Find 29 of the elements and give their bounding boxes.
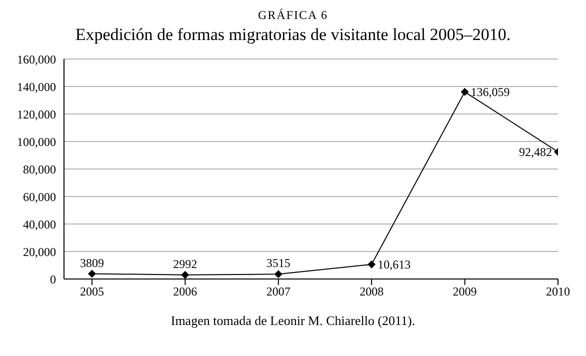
- x-tick-label: 2008: [360, 284, 384, 299]
- y-tick-label: 160,000: [17, 52, 56, 66]
- point: [460, 88, 469, 96]
- y-tick-label: 80,000: [23, 162, 56, 176]
- text: 136,059: [470, 84, 510, 99]
- y-tick-label: 140,000: [17, 80, 56, 94]
- text: 2992: [173, 256, 198, 271]
- point: [181, 270, 190, 279]
- point: [368, 260, 376, 268]
- point: [88, 270, 96, 278]
- y-tick-label: 40,000: [23, 217, 56, 232]
- y-tick-label: 60,000: [23, 190, 56, 204]
- text: 92,482: [519, 144, 552, 159]
- y-tick-label: 20,000: [23, 244, 56, 259]
- chart-subtitle: GRÁFICA 6: [256, 8, 329, 23]
- x-tick-label: 2005: [80, 284, 104, 299]
- chart-title: Expedición de formas migratorias de visitante local 2005–2010.: [74, 25, 512, 45]
- x-tick-label: 2009: [452, 284, 477, 299]
- y-tick-label: 120,000: [17, 107, 56, 122]
- text: 3809: [80, 256, 104, 270]
- point: [274, 270, 282, 278]
- y-tick-label: 0: [50, 272, 56, 286]
- x-tick-label: 2007: [266, 284, 290, 299]
- y-tick-label: 100,000: [17, 134, 56, 149]
- text: 10,613: [378, 257, 411, 272]
- x-tick-label: 2006: [173, 284, 198, 299]
- text: Imagen tomada de Leonir M. Chiarello (2011).: [170, 313, 416, 329]
- text: 3515: [266, 256, 290, 270]
- x-tick-label: 2010: [546, 284, 570, 299]
